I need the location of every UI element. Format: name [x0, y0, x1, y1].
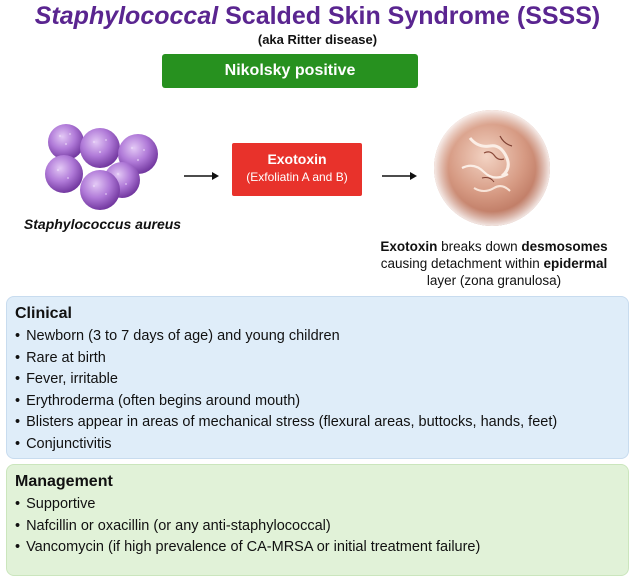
caption-text: causing detachment within — [380, 256, 544, 271]
clinical-item: Erythroderma (often begins around mouth) — [15, 391, 620, 413]
caption-text: layer (zona granulosa) — [426, 273, 562, 288]
clinical-item: Conjunctivitis — [15, 434, 620, 456]
exotoxin-detail: (Exfoliatin A and B) — [246, 170, 348, 184]
clinical-list: Newborn (3 to 7 days of age) and young c… — [15, 326, 620, 455]
management-item: Supportive — [15, 494, 620, 516]
management-heading: Management — [15, 473, 113, 490]
page-title: Staphylococcal Scalded Skin Syndrome (SS… — [0, 2, 635, 31]
exotoxin-title: Exotoxin — [267, 151, 327, 167]
nikolsky-sign-badge: Nikolsky positive — [162, 54, 418, 88]
caption-epidermal: epidermal — [543, 256, 608, 271]
clinical-item: Rare at birth — [15, 348, 620, 370]
caption-exotoxin: Exotoxin — [380, 239, 438, 254]
page-subtitle: (aka Ritter disease) — [257, 32, 378, 47]
clinical-heading: Clinical — [15, 305, 72, 322]
right-arrow-icon — [382, 172, 417, 180]
clinical-item: Newborn (3 to 7 days of age) and young c… — [15, 326, 620, 348]
bacteria-cluster-icon — [45, 124, 158, 210]
title-rest: Scalded Skin Syndrome (SSSS) — [218, 2, 601, 30]
management-item: Nafcillin or oxacillin (or any anti-stap… — [15, 516, 620, 538]
caption-text: breaks down — [437, 239, 522, 254]
exotoxin-box: Exotoxin (Exfoliatin A and B) — [232, 143, 362, 196]
title-italic: Staphylococcal — [34, 2, 219, 30]
peeling-skin-icon — [434, 110, 550, 226]
management-item: Vancomycin (if high prevalence of CA-MRS… — [15, 537, 620, 559]
clinical-panel: Clinical Newborn (3 to 7 days of age) an… — [6, 296, 629, 459]
right-arrow-icon — [184, 172, 219, 180]
clinical-item: Blisters appear in areas of mechanical s… — [15, 412, 620, 434]
organism-label: Staphylococcus aureus — [23, 216, 182, 232]
management-list: Supportive Nafcillin or oxacillin (or an… — [15, 494, 620, 559]
management-panel: Management Supportive Nafcillin or oxaci… — [6, 464, 629, 576]
desmosome-effect-caption: Exotoxin breaks down desmosomes causing d… — [355, 238, 633, 289]
clinical-item: Fever, irritable — [15, 369, 620, 391]
caption-desmosomes: desmosomes — [521, 239, 608, 254]
